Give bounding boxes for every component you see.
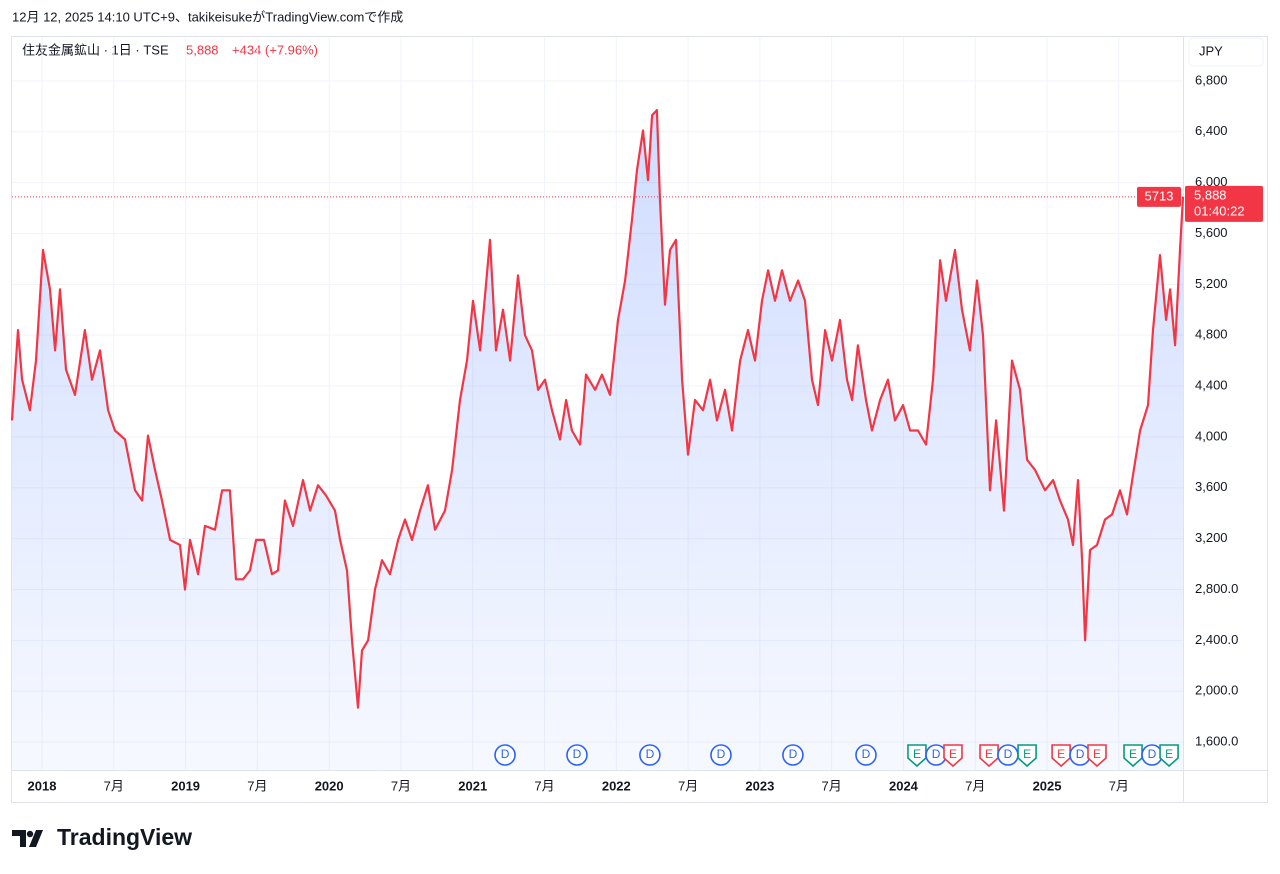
y-tick-label: 1,600.0 bbox=[1195, 733, 1238, 748]
y-tick-label: 6,000 bbox=[1195, 174, 1228, 189]
logo-mark bbox=[12, 830, 43, 847]
currency[interactable]: JPY bbox=[1199, 43, 1223, 58]
x-tick-label: 7月 bbox=[965, 778, 985, 793]
logo-text: TradingView bbox=[57, 824, 192, 850]
y-tick-label: 6,800 bbox=[1195, 72, 1228, 87]
x-tick-label: 7月 bbox=[391, 778, 411, 793]
event-badge bbox=[943, 744, 963, 768]
event-badge bbox=[855, 744, 877, 766]
price: 5,888 bbox=[186, 42, 219, 57]
y-tick-label: 4,400 bbox=[1195, 377, 1228, 392]
x-tick-label: 2025 bbox=[1033, 778, 1062, 793]
event-badge bbox=[1087, 744, 1107, 768]
event-label: D bbox=[1148, 747, 1157, 761]
event-label: D bbox=[789, 747, 798, 761]
price-line bbox=[10, 109, 1185, 709]
event-label: E bbox=[1093, 747, 1101, 761]
event-badge bbox=[907, 744, 927, 768]
x-tick-label: 2022 bbox=[602, 778, 631, 793]
x-tick-label: 7月 bbox=[104, 778, 124, 793]
event-label: E bbox=[949, 747, 957, 761]
event-label: E bbox=[913, 747, 921, 761]
event-label: D bbox=[717, 747, 726, 761]
y-tick-label: 4,800 bbox=[1195, 327, 1228, 342]
event-badge bbox=[782, 744, 804, 766]
event-label: D bbox=[646, 747, 655, 761]
event-badge bbox=[639, 744, 661, 766]
caption: 12月 12, 2025 14:10 UTC+9、takikeisukeがTra… bbox=[12, 9, 403, 24]
x-tick-label: 7月 bbox=[678, 778, 698, 793]
event-label: D bbox=[573, 747, 582, 761]
countdown: 01:40:22 bbox=[1194, 203, 1245, 218]
event-badge bbox=[566, 744, 588, 766]
last-price-box bbox=[1185, 185, 1263, 222]
y-tick-label: 3,600 bbox=[1195, 479, 1228, 494]
event-label: D bbox=[1004, 747, 1013, 761]
event-badge bbox=[1017, 744, 1037, 768]
marker-box bbox=[1137, 186, 1181, 207]
event-badge bbox=[494, 744, 516, 766]
x-tick-label: 2023 bbox=[745, 778, 774, 793]
x-tick-label: 7月 bbox=[534, 778, 554, 793]
logo: TradingView bbox=[12, 824, 192, 850]
y-tick-label: 5,200 bbox=[1195, 276, 1228, 291]
y-tick-label: 4,000 bbox=[1195, 428, 1228, 443]
last-price-label: 5,888 bbox=[1194, 187, 1227, 202]
event-label: D bbox=[862, 747, 871, 761]
event-badge bbox=[979, 744, 999, 768]
event-label: E bbox=[1057, 747, 1065, 761]
x-tick-label: 7月 bbox=[1109, 778, 1129, 793]
x-tick-label: 7月 bbox=[247, 778, 267, 793]
event-label: E bbox=[1165, 747, 1173, 761]
y-tick-label: 3,200 bbox=[1195, 530, 1228, 545]
y-tick-label: 5,600 bbox=[1195, 225, 1228, 240]
x-tick-label: 7月 bbox=[822, 778, 842, 793]
y-tick-label: 2,400.0 bbox=[1195, 632, 1238, 647]
event-badge bbox=[1123, 744, 1143, 768]
y-tick-label: 2,000.0 bbox=[1195, 683, 1238, 698]
event-badge bbox=[1159, 744, 1179, 768]
x-tick-label: 2024 bbox=[889, 778, 919, 793]
x-tick-label: 2021 bbox=[458, 778, 487, 793]
event-label: D bbox=[501, 747, 510, 761]
event-label: E bbox=[985, 747, 993, 761]
event-label: E bbox=[1129, 747, 1137, 761]
event-label: E bbox=[1023, 747, 1031, 761]
logo-mark bbox=[26, 830, 34, 838]
price-change: +434 (+7.96%) bbox=[232, 42, 318, 57]
x-tick-label: 2020 bbox=[315, 778, 344, 793]
currency-button[interactable] bbox=[1188, 37, 1264, 67]
area-fill bbox=[12, 110, 1183, 771]
y-tick-label: 6,400 bbox=[1195, 123, 1228, 138]
x-tick-label: 2018 bbox=[28, 778, 57, 793]
chart-title: 住友金属鉱山 · 1日 · TSE bbox=[22, 42, 169, 57]
x-tick-label: 2019 bbox=[171, 778, 200, 793]
event-badge bbox=[710, 744, 732, 766]
plot bbox=[10, 37, 1185, 771]
event-label: D bbox=[1076, 747, 1085, 761]
marker-label: 5713 bbox=[1145, 188, 1174, 203]
event-label: D bbox=[932, 747, 941, 761]
y-tick-label: 2,800.0 bbox=[1195, 581, 1238, 596]
event-badge bbox=[1051, 744, 1071, 768]
